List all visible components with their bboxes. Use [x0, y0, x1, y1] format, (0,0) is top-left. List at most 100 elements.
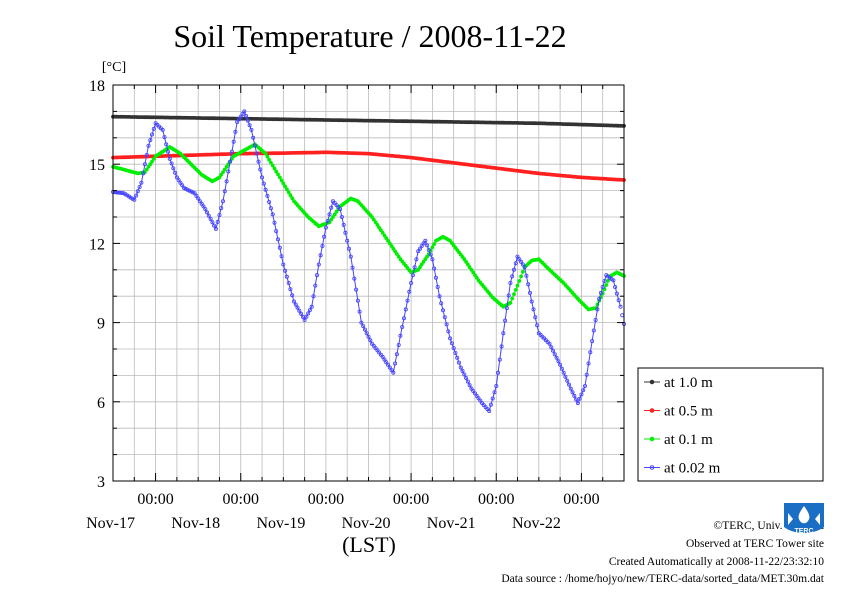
data-point	[149, 132, 154, 137]
data-point	[521, 269, 525, 274]
data-point	[366, 334, 371, 339]
data-point	[268, 206, 273, 211]
data-point	[290, 293, 295, 298]
data-point	[442, 315, 447, 320]
data-point	[418, 265, 422, 270]
data-point	[116, 190, 121, 195]
y-tick-label: 15	[89, 157, 105, 174]
data-point	[421, 241, 426, 246]
legend: at 1.0 m at 0.5 m at 0.1 m at 0.02 m	[637, 367, 824, 482]
y-tick-label: 3	[97, 474, 105, 491]
data-point	[251, 135, 256, 140]
data-point	[146, 143, 151, 148]
data-point	[247, 123, 252, 128]
data-point	[359, 320, 364, 325]
data-point	[421, 259, 426, 264]
data-point	[565, 378, 570, 383]
data-point	[396, 342, 401, 347]
data-point	[584, 372, 589, 377]
y-tick-label: 6	[97, 395, 105, 412]
data-point	[597, 296, 602, 301]
data-point	[329, 217, 334, 222]
data-point	[400, 324, 405, 329]
grid-lines	[113, 85, 624, 481]
data-point	[377, 225, 382, 230]
data-point	[281, 181, 286, 186]
data-point	[604, 283, 609, 287]
x-tick-time: 00:00	[563, 491, 599, 508]
data-point	[222, 167, 227, 172]
legend-label: at 1.0 m	[664, 375, 713, 391]
data-point	[409, 280, 414, 285]
data-point	[393, 361, 398, 366]
data-point	[572, 393, 577, 398]
data-point	[449, 341, 454, 346]
data-point	[245, 118, 250, 123]
data-point	[380, 230, 385, 235]
data-point	[256, 159, 261, 164]
data-point	[309, 304, 314, 309]
data-point	[277, 245, 282, 250]
data-point	[238, 114, 243, 119]
data-point	[528, 290, 533, 295]
data-point	[204, 210, 209, 215]
data-point	[119, 190, 124, 195]
data-point	[512, 292, 516, 297]
data-point	[148, 138, 153, 143]
data-point	[513, 261, 518, 266]
data-point	[618, 304, 623, 309]
data-point	[320, 243, 325, 248]
data-point	[134, 193, 139, 198]
x-axis-label: (LST)	[342, 532, 396, 557]
data-point	[331, 215, 335, 219]
x-tick-date: Nov-17	[86, 515, 135, 532]
data-point	[508, 280, 513, 285]
x-tick-time: 00:00	[393, 491, 429, 508]
data-point	[524, 273, 529, 278]
data-point	[217, 175, 222, 180]
data-point	[307, 308, 312, 313]
data-point	[224, 179, 229, 184]
series-at-0-1-m	[111, 142, 626, 312]
data-point	[345, 238, 350, 243]
data-point	[384, 236, 389, 241]
series-layer	[111, 109, 627, 413]
data-point	[425, 243, 430, 248]
data-point	[311, 294, 316, 299]
data-point	[322, 234, 327, 239]
data-point	[510, 296, 515, 301]
data-point	[469, 267, 474, 272]
data-point	[165, 149, 170, 154]
series-at-0-02-m	[111, 109, 627, 413]
data-point	[464, 375, 469, 380]
data-point	[162, 135, 167, 140]
data-point	[419, 262, 424, 267]
data-point	[283, 268, 288, 273]
data-point	[428, 252, 433, 257]
data-point	[471, 270, 476, 275]
data-point	[236, 117, 241, 122]
data-point	[531, 307, 536, 312]
data-point	[386, 238, 390, 243]
data-point	[228, 159, 233, 164]
data-point	[432, 266, 437, 271]
data-point	[389, 244, 394, 248]
data-point	[504, 306, 509, 311]
data-point	[520, 262, 525, 267]
data-point	[171, 166, 176, 171]
data-point	[286, 190, 291, 195]
data-point	[416, 267, 421, 272]
data-point	[233, 129, 238, 134]
data-point	[474, 275, 479, 280]
data-point	[139, 180, 144, 185]
data-point	[515, 283, 520, 288]
data-point	[265, 193, 270, 198]
data-point	[364, 331, 369, 336]
x-tick-date: Nov-22	[512, 515, 561, 532]
data-point	[288, 193, 293, 198]
legend-swatch-marker	[649, 465, 655, 470]
data-point	[495, 370, 500, 375]
data-point	[291, 299, 296, 304]
data-point	[150, 159, 154, 164]
data-point	[368, 338, 373, 343]
